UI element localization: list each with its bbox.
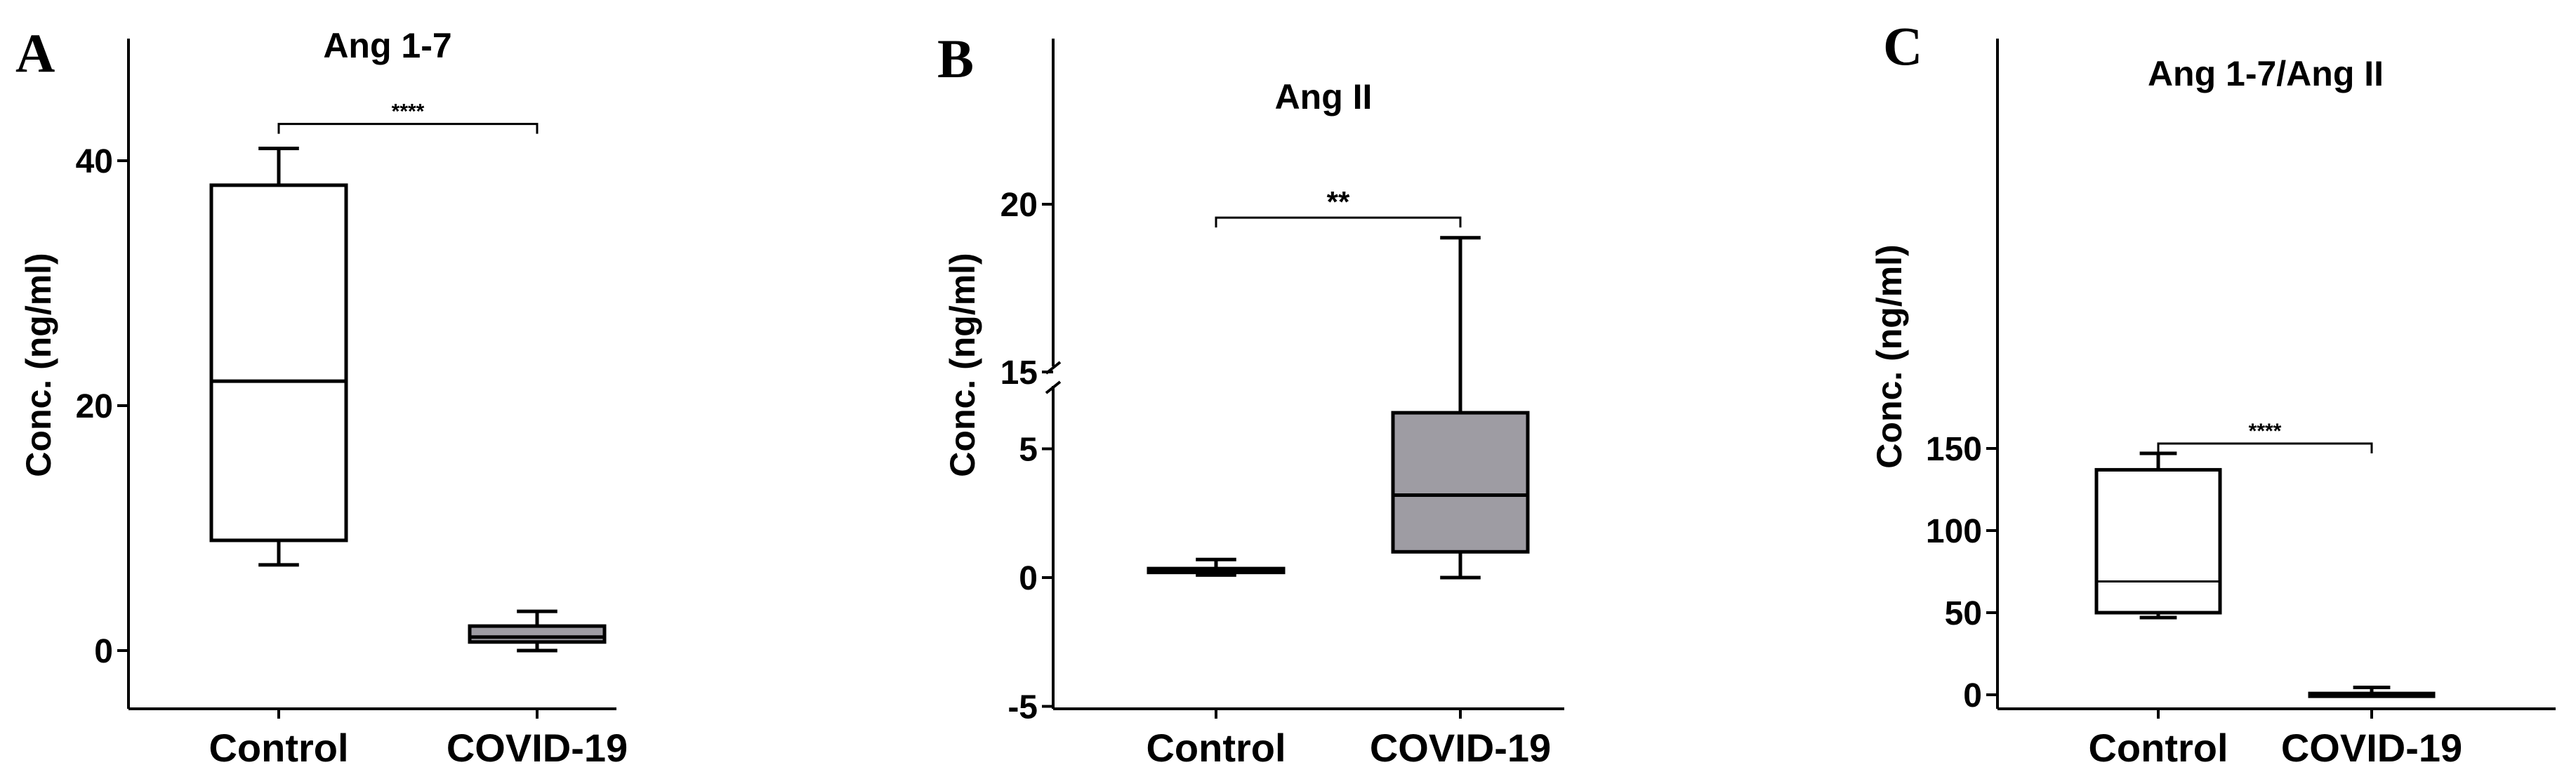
y-tick-label: 150 [1926,431,1982,468]
y-tick-label: 0 [94,633,113,670]
y-tick-label: 100 [1926,513,1982,550]
significance-bracket [277,123,539,134]
significance-label: **** [2249,420,2282,443]
y-tick-label: 5 [1019,432,1038,469]
panel-letter-a: A [15,22,55,84]
y-tick-label: 0 [1963,677,1982,714]
x-tick-label: COVID-19 [447,726,628,770]
plot-area-b: -5 0 5 15 20 Control COVID-19 ** [1000,39,1564,770]
y-tick-label: 50 [1945,595,1982,632]
chart-title-a: Ang 1-7 [323,26,451,65]
chart-title-b: Ang II [1275,77,1373,116]
y-tick-label: 0 [1019,560,1038,597]
y-tick-label: -5 [1008,689,1038,726]
x-tick-label: Control [2088,726,2228,770]
y-tick-label: 15 [1000,354,1038,392]
y-tick-label: 20 [1000,187,1038,224]
y-tick-label: 40 [76,143,113,180]
box-covid-19 [468,624,607,644]
plot-area-a: 0 20 40 Control COVID-19 **** [76,39,628,770]
axis-break-mark [1045,380,1062,394]
panel-letter-b: B [937,28,974,89]
x-tick-label: COVID-19 [2281,726,2462,770]
x-tick-label: COVID-19 [1370,726,1551,770]
x-tick-label: Control [209,726,348,770]
panel-letter-c: C [1883,15,1922,76]
significance-label: ** [1327,185,1350,218]
plot-area-c: 0 50 100 150 Control COVID-19 **** [1926,39,2556,770]
box-control [209,183,348,542]
panel-c: C Ang 1-7/Ang II Conc. (ng/ml) 0 50 100 150… [1870,15,2556,770]
chart-title-c: Ang 1-7/Ang II [2148,54,2384,93]
significance-bracket [1215,216,1462,228]
box-control [2094,467,2222,615]
significance-bracket [2157,442,2373,453]
x-tick-label: Control [1146,726,1286,770]
y-axis-label-a: Conc. (ng/ml) [19,253,58,477]
panel-a: A Ang 1-7 Conc. (ng/ml) 0 20 40 Control COVI… [15,22,628,770]
box-covid-19 [1391,411,1530,554]
y-tick-label: 20 [76,388,113,425]
significance-label: **** [392,100,425,124]
y-axis-label-c: Conc. (ng/ml) [1870,244,1909,468]
panel-b: B Ang II Conc. (ng/ml) -5 0 5 15 20 Control CO… [937,28,1564,770]
y-axis-label-b: Conc. (ng/ml) [943,253,982,477]
